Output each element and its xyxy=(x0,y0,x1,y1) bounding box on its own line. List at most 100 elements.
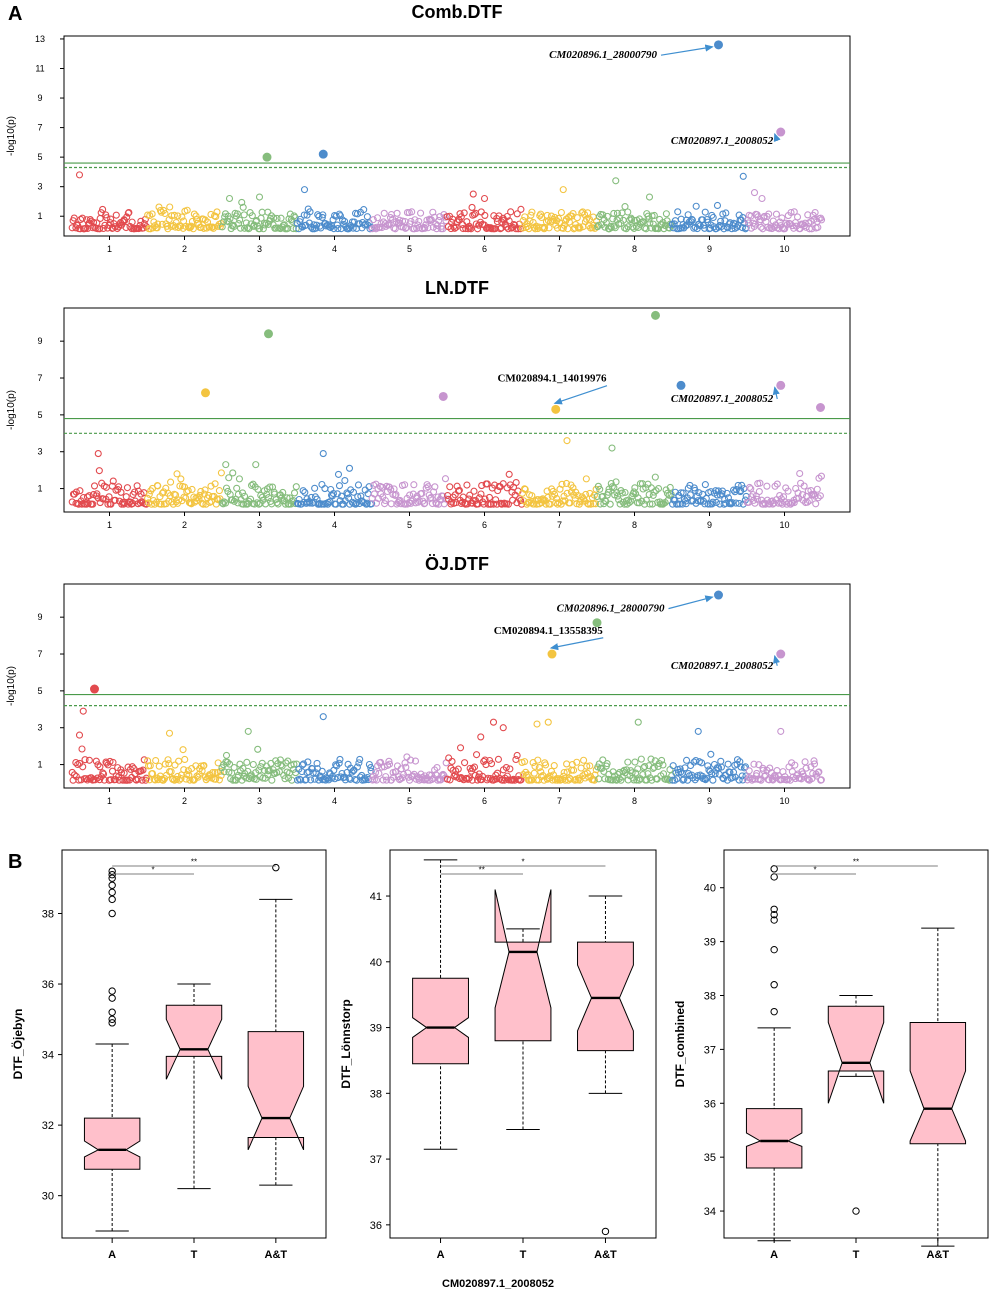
snp-point xyxy=(148,500,156,508)
outlier-point xyxy=(108,888,116,897)
snp-point xyxy=(301,488,309,496)
snp-peak-point xyxy=(75,731,84,739)
snp-point xyxy=(188,485,196,494)
snp-point xyxy=(186,499,194,507)
snp-point xyxy=(733,756,742,764)
snp-point xyxy=(393,209,401,217)
snp-point xyxy=(290,212,298,220)
snp-point xyxy=(215,487,223,495)
y-tick-label: 5 xyxy=(37,410,42,420)
snp-peak-point xyxy=(777,727,785,735)
snp-point xyxy=(584,222,593,230)
snp-point xyxy=(647,755,655,763)
snp-point xyxy=(504,500,512,508)
snp-point xyxy=(275,768,283,776)
snp-point xyxy=(148,210,156,218)
snp-point xyxy=(265,494,273,502)
x-tick-label: T xyxy=(853,1249,860,1261)
snp-point xyxy=(561,776,569,784)
snp-point xyxy=(406,491,414,499)
snp-point xyxy=(184,487,192,495)
snp-point xyxy=(650,763,658,771)
snp-point xyxy=(238,198,246,206)
snp-point xyxy=(371,769,380,777)
snp-point xyxy=(300,211,308,219)
snp-peak-point xyxy=(489,718,498,726)
snp-point xyxy=(318,480,326,489)
x-tick-label: 7 xyxy=(557,244,562,254)
snp-point xyxy=(589,500,598,508)
snp-point xyxy=(504,225,512,233)
snp-point xyxy=(737,763,745,771)
snp-point xyxy=(248,212,256,220)
snp-point xyxy=(341,776,349,784)
significance-label: * xyxy=(521,858,524,867)
snp-point xyxy=(128,218,136,226)
snp-point xyxy=(485,493,494,501)
snp-peak-point xyxy=(300,186,309,194)
snp-point xyxy=(784,487,792,495)
x-tick-label: 2 xyxy=(182,244,187,254)
y-tick-label: 3 xyxy=(37,723,42,733)
snp-point xyxy=(490,500,498,508)
snp-point xyxy=(270,214,278,222)
snp-point xyxy=(590,776,598,784)
notched-box xyxy=(745,1108,803,1169)
snp-point xyxy=(154,776,162,784)
snp-point xyxy=(318,213,326,221)
outlier-point xyxy=(770,1007,778,1016)
snp-point xyxy=(666,766,674,774)
snp-point xyxy=(803,498,811,506)
snp-point xyxy=(362,500,370,508)
snp-point xyxy=(815,768,823,776)
snp-point xyxy=(446,483,454,491)
snp-point xyxy=(550,762,558,770)
snp-point xyxy=(125,208,133,217)
snp-point xyxy=(194,773,202,781)
snp-point xyxy=(811,208,819,217)
snp-point xyxy=(521,213,529,221)
snp-point xyxy=(494,755,502,763)
snp-point xyxy=(632,769,640,777)
snp-point xyxy=(594,223,602,231)
snp-point xyxy=(236,760,244,768)
snp-point xyxy=(209,768,217,777)
snp-point xyxy=(391,225,399,233)
snp-point xyxy=(236,216,244,224)
snp-point xyxy=(596,500,604,508)
snp-point xyxy=(279,488,287,497)
snp-point xyxy=(773,480,781,488)
y-tick-label: 9 xyxy=(37,612,42,622)
snp-point xyxy=(144,494,152,502)
notched-box xyxy=(577,941,634,1052)
snp-point xyxy=(197,762,205,770)
snp-point xyxy=(592,500,600,508)
snp-point xyxy=(333,221,341,229)
snp-point xyxy=(178,213,186,221)
snp-point xyxy=(586,762,594,770)
snp-point xyxy=(273,499,281,507)
snp-point xyxy=(460,209,468,217)
snp-peak-point xyxy=(544,718,552,726)
snp-point xyxy=(456,744,465,752)
snp-point xyxy=(319,211,327,219)
snp-point xyxy=(380,209,388,217)
annotation-arrow xyxy=(549,637,604,651)
snp-point xyxy=(732,486,740,494)
snp-point xyxy=(228,496,236,504)
snp-point xyxy=(117,488,125,496)
outlier-point xyxy=(108,895,116,904)
snp-point xyxy=(790,499,798,507)
snp-point xyxy=(138,776,146,784)
snp-point xyxy=(692,756,700,765)
snp-point xyxy=(90,218,98,226)
snp-point xyxy=(194,494,202,502)
snp-point xyxy=(796,469,804,478)
snp-point xyxy=(96,225,104,233)
snp-point xyxy=(755,487,763,496)
snp-point xyxy=(410,481,418,489)
snp-point xyxy=(481,756,489,764)
snp-point xyxy=(335,482,344,490)
snp-point xyxy=(121,217,129,225)
y-axis-label: DTF_Lönnstorp xyxy=(339,999,353,1088)
